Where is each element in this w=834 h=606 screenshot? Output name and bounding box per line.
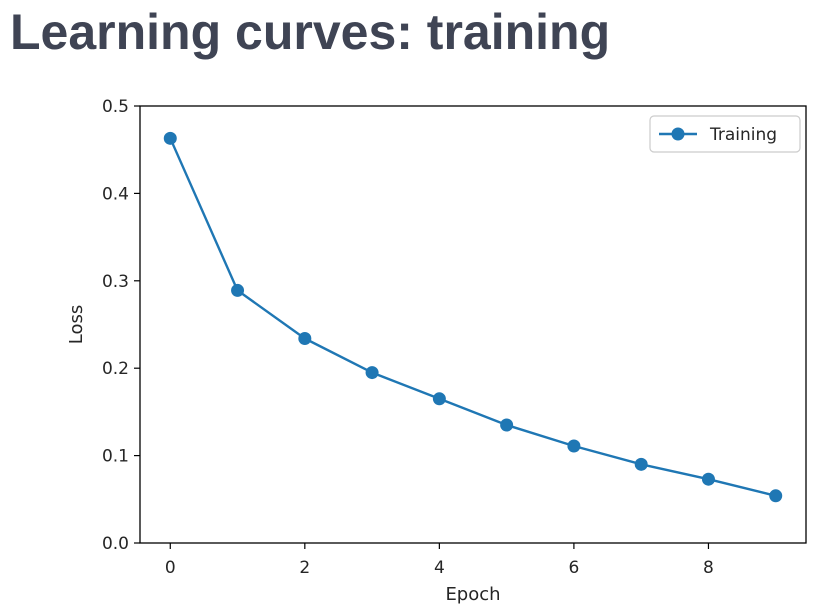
data-point bbox=[567, 439, 581, 453]
y-tick-label: 0.5 bbox=[102, 97, 129, 117]
data-point bbox=[298, 331, 312, 345]
legend-marker-swatch bbox=[671, 127, 685, 141]
y-axis-label: Loss bbox=[66, 305, 87, 344]
data-point bbox=[163, 131, 177, 145]
data-point bbox=[231, 283, 245, 297]
y-tick-label: 0.2 bbox=[102, 359, 129, 379]
x-tick-label: 0 bbox=[165, 558, 176, 578]
data-point bbox=[701, 472, 715, 486]
data-point bbox=[365, 366, 379, 380]
x-tick-label: 8 bbox=[703, 558, 714, 578]
data-point bbox=[769, 489, 783, 503]
y-tick-label: 0.1 bbox=[102, 447, 129, 467]
x-tick-label: 2 bbox=[299, 558, 310, 578]
slide-title: Learning curves: training bbox=[10, 4, 611, 60]
x-tick-label: 6 bbox=[568, 558, 579, 578]
series-line-training bbox=[169, 137, 776, 497]
y-tick-label: 0.3 bbox=[102, 272, 129, 292]
data-point bbox=[634, 457, 648, 471]
x-axis-label: Epoch bbox=[445, 584, 500, 605]
plot-frame bbox=[139, 105, 807, 544]
y-tick-label: 0.0 bbox=[102, 534, 129, 554]
legend-box bbox=[649, 115, 801, 153]
x-tick-label: 4 bbox=[434, 558, 445, 578]
y-tick-label: 0.4 bbox=[102, 184, 129, 204]
data-point bbox=[432, 392, 446, 406]
data-point bbox=[500, 418, 514, 432]
legend-label: Training bbox=[709, 125, 777, 145]
